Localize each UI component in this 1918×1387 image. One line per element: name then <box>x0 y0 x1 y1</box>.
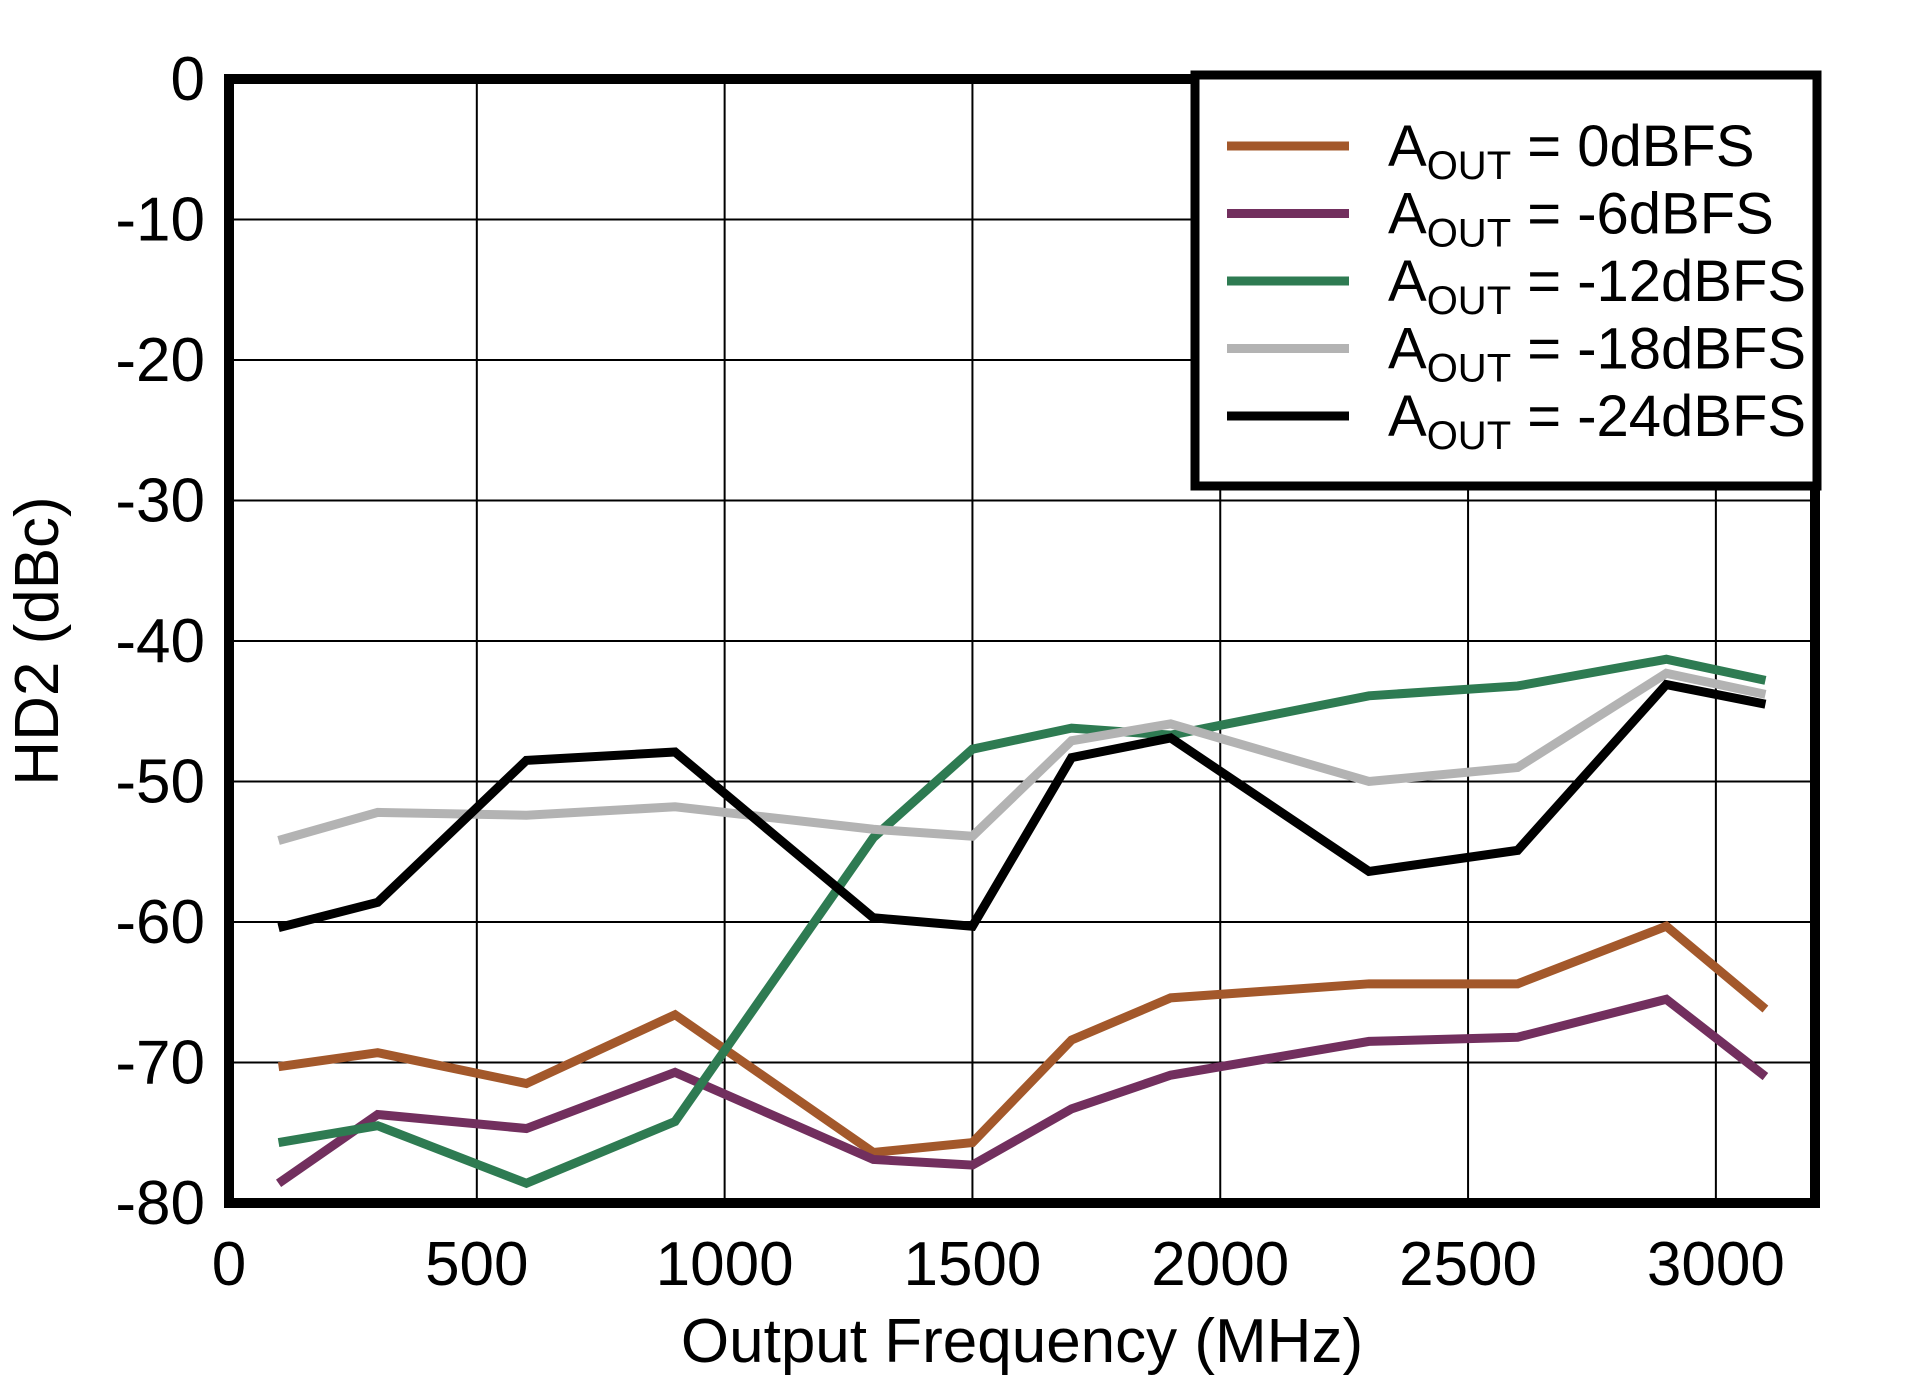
y-tick-label: 0 <box>171 45 205 114</box>
y-tick-label: -70 <box>115 1029 205 1098</box>
y-tick-label: -50 <box>115 748 205 817</box>
series-lines <box>275 654 1769 1189</box>
x-tick-label: 3000 <box>1647 1230 1785 1299</box>
x-tick-label: 0 <box>212 1230 246 1299</box>
y-tick-label: -10 <box>115 186 205 255</box>
series-line-aout-0dbfs <box>277 921 1769 1158</box>
y-axis-title: HD2 (dBc) <box>3 496 72 785</box>
legend-entry: AOUT = -12dBFS <box>1227 249 1806 323</box>
y-tick-label: -40 <box>115 607 205 676</box>
y-axis-tick-labels: 0 -10 -20 -30 -40 -50 -60 -70 -80 <box>115 45 205 1238</box>
x-tick-label: 2000 <box>1151 1230 1289 1299</box>
legend-entry: AOUT = 0dBFS <box>1227 114 1755 188</box>
series-line-aout-24dbfs <box>277 679 1767 932</box>
legend-entry: AOUT = -6dBFS <box>1227 182 1774 256</box>
legend-entry: AOUT = -18dBFS <box>1227 317 1806 391</box>
x-tick-label: 1500 <box>903 1230 1041 1299</box>
y-tick-label: -80 <box>115 1169 205 1238</box>
series-line-aout-18dbfs <box>277 668 1767 845</box>
series-line-aout-12dbfs <box>277 654 1767 1189</box>
x-tick-label: 500 <box>425 1230 528 1299</box>
legend-label: AOUT = -12dBFS <box>1388 249 1806 323</box>
legend-entry: AOUT = -24dBFS <box>1227 384 1806 458</box>
legend-label: AOUT = -24dBFS <box>1388 384 1806 458</box>
x-tick-label: 2500 <box>1399 1230 1537 1299</box>
y-tick-label: -20 <box>115 326 205 395</box>
x-tick-label: 1000 <box>656 1230 794 1299</box>
x-axis-tick-labels: 0 500 1000 1500 2000 2500 3000 <box>212 1230 1785 1299</box>
legend-label: AOUT = -18dBFS <box>1388 317 1806 391</box>
x-axis-title: Output Frequency (MHz) <box>681 1307 1363 1376</box>
series-line-aout-6dbfs <box>275 994 1769 1188</box>
plot-border <box>224 74 1820 1208</box>
legend-label: AOUT = 0dBFS <box>1388 114 1755 188</box>
y-tick-label: -60 <box>115 888 205 957</box>
y-tick-label: -30 <box>115 467 205 536</box>
legend-label: AOUT = -6dBFS <box>1388 182 1774 256</box>
